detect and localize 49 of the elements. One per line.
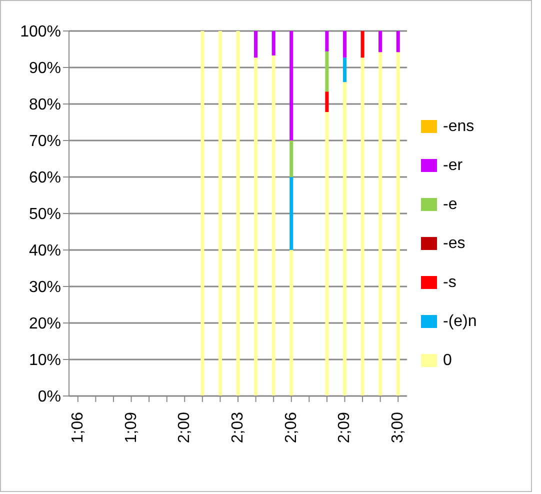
x-tick-label: 1;06 [69, 412, 86, 444]
legend-label: -s [443, 274, 456, 292]
bar [342, 82, 347, 396]
legend-label: -ens [443, 118, 474, 136]
legend-label: -er [443, 156, 463, 174]
y-tick-label: 60% [28, 170, 61, 187]
bar [272, 31, 276, 56]
y-tick-label: 80% [28, 96, 61, 114]
legend-label: -e [443, 196, 458, 214]
bar [396, 31, 400, 52]
legend-label: -(e)n [443, 312, 477, 330]
bar [325, 112, 329, 396]
x-tick-label: 2;06 [282, 412, 300, 444]
bar [396, 52, 400, 396]
bar [218, 31, 222, 396]
x-tick-label: 3;00 [390, 412, 407, 444]
y-tick-label: 90% [28, 60, 61, 78]
y-tick-label: 100% [20, 24, 61, 41]
y-tick-label: 10% [28, 352, 61, 370]
bar [290, 31, 294, 140]
x-tick-label: 2;03 [230, 412, 246, 444]
bar [200, 31, 204, 396]
bar [360, 31, 364, 58]
bar [290, 177, 294, 250]
y-tick-label: 0% [38, 388, 61, 406]
legend-label: -es [443, 234, 466, 252]
bar [360, 58, 364, 396]
x-tick-label: 2;00 [176, 412, 194, 444]
bar [254, 31, 258, 58]
bar [325, 92, 329, 112]
bar [290, 140, 294, 177]
y-tick-label: 40% [28, 242, 61, 260]
bar [325, 51, 329, 92]
legend-label: 0 [443, 352, 452, 370]
x-tick-label: 1;09 [122, 412, 140, 444]
bar [325, 31, 329, 52]
x-tick-label: 2;09 [336, 412, 354, 444]
y-tick-label: 20% [28, 316, 61, 333]
bar [236, 31, 240, 396]
y-tick-label: 50% [28, 206, 61, 224]
bar [378, 31, 382, 52]
bar [378, 52, 382, 396]
bar [254, 58, 258, 396]
bar [342, 58, 347, 82]
bar [290, 250, 294, 396]
y-tick-label: 70% [28, 133, 61, 150]
bar [272, 55, 276, 396]
y-tick-label: 30% [28, 279, 61, 296]
bar [342, 31, 347, 58]
